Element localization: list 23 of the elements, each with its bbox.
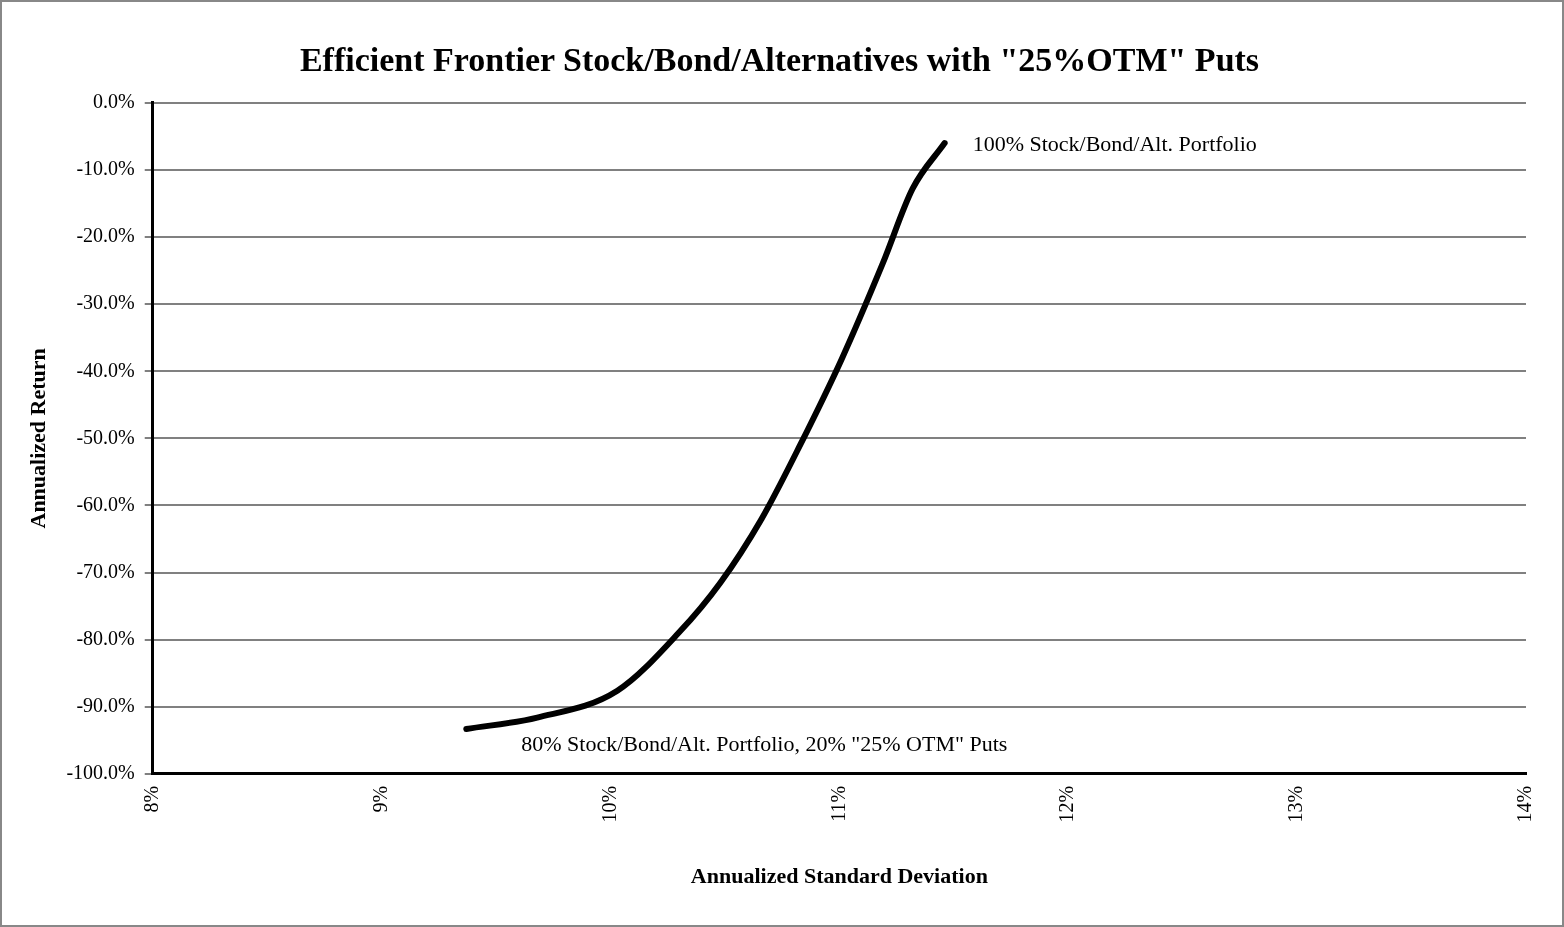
x-tick-label: 9% (368, 785, 391, 813)
y-tick-label: -20.0% (76, 224, 135, 247)
annotation: 100% Stock/Bond/Alt. Portfolio (972, 130, 1257, 156)
x-tick-label: 8% (139, 785, 162, 813)
x-axis-title: Annualized Standard Deviation (690, 863, 988, 889)
annotation: 80% Stock/Bond/Alt. Portfolio, 20% "25% OTM" Puts (521, 730, 1008, 756)
y-tick-label: 0.0% (93, 90, 135, 113)
y-tick-label: -100.0% (66, 761, 135, 784)
y-tick-label: -90.0% (76, 694, 135, 717)
x-tick-label: 10% (597, 785, 620, 823)
y-tick-label: -70.0% (76, 559, 135, 582)
y-tick-label: -40.0% (76, 358, 135, 381)
y-tick-label: -30.0% (76, 291, 135, 314)
x-tick-label: 12% (1055, 785, 1078, 823)
y-tick-label: -80.0% (76, 626, 135, 649)
x-tick-label: 11% (826, 785, 849, 822)
x-tick-label: 13% (1284, 785, 1307, 823)
y-tick-label: -10.0% (76, 157, 135, 180)
y-tick-label: -50.0% (76, 425, 135, 448)
x-tick-label: 14% (1513, 785, 1536, 823)
chart-title: Efficient Frontier Stock/Bond/Alternatives with "25%OTM" Puts (299, 41, 1260, 79)
y-axis-title: Annualized Return (24, 348, 50, 529)
y-tick-label: -60.0% (76, 492, 135, 515)
